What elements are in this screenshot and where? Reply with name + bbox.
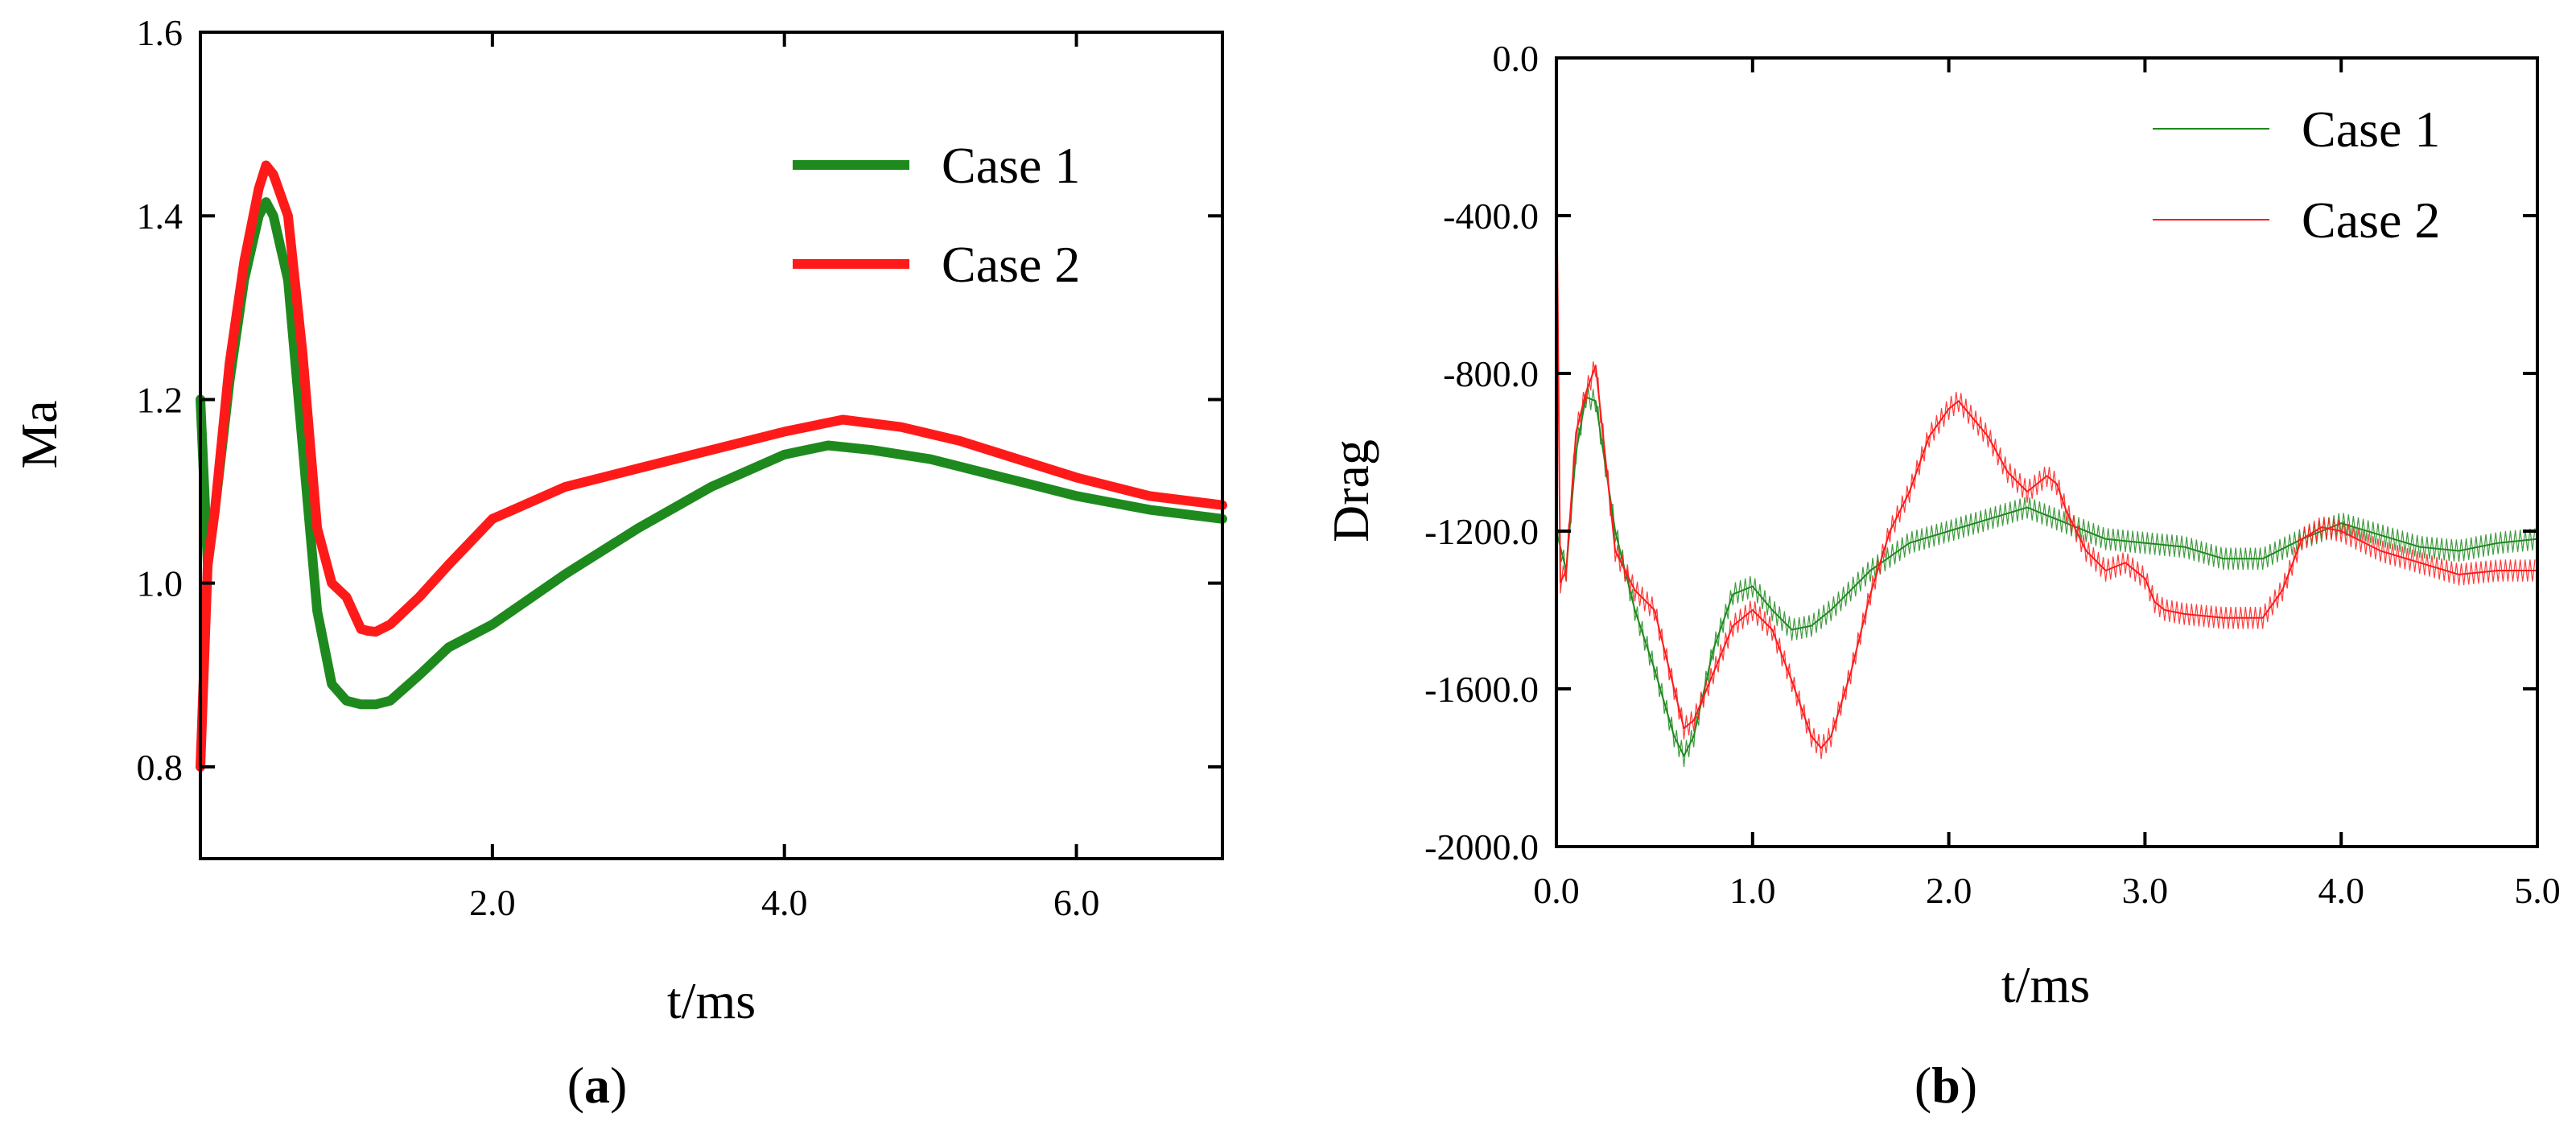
panel-b-x-axis-title: t/ms [2001, 956, 2090, 1013]
panel-a-y-tick-label: 1.0 [137, 563, 183, 604]
panel-b-y-tick-label: -800.0 [1443, 353, 1539, 394]
panel-b-label: (b) [1914, 1057, 1977, 1114]
panel-b-y-tick-label: -2000.0 [1424, 826, 1539, 868]
panel-b-series-band-case-2 [1556, 167, 2536, 760]
panel-b-label-letter: b [1931, 1057, 1960, 1114]
panel-a: 2.0 4.0 6.0 0.8 1.0 1.2 1.4 1.6 Case 1 Case 2 M… [10, 12, 1227, 1114]
panel-b-series-group [1556, 155, 2538, 768]
panel-b-ticks: 0.0 1.0 2.0 3.0 4.0 5.0 0.0 -400.0 -800.0 -1200.0… [1424, 38, 2561, 911]
panel-b-y-axis-title: Drag [1322, 439, 1379, 542]
panel-a-x-axis-title: t/ms [667, 972, 756, 1029]
panel-a-legend: Case 1 Case 2 [793, 137, 1080, 293]
panel-b-plot-frame [1555, 56, 2539, 848]
panel-b-y-tick-label: -1600.0 [1424, 669, 1539, 710]
panel-b-legend-label-case-1: Case 1 [2302, 101, 2440, 158]
panel-a-x-tick-label: 6.0 [1053, 882, 1100, 923]
panel-a-y-tick-label: 1.4 [137, 196, 183, 237]
panel-a-ticks: 2.0 4.0 6.0 0.8 1.0 1.2 1.4 1.6 [137, 12, 1222, 923]
panel-b-series-band-case-1 [1556, 386, 2536, 768]
panel-a-series-line-case-1 [196, 197, 1227, 710]
panel-a-label-letter: a [584, 1057, 610, 1114]
panel-b-x-tick-label: 4.0 [2318, 870, 2364, 911]
panel-a-label: (a) [567, 1057, 628, 1114]
panel-b-y-tick-label: -400.0 [1443, 196, 1539, 237]
panel-a-x-tick-label: 4.0 [761, 882, 808, 923]
panel-b-x-tick-label: 3.0 [2122, 870, 2169, 911]
panel-b-x-tick-label: 1.0 [1729, 870, 1776, 911]
panel-b-x-tick-label: 5.0 [2514, 870, 2561, 911]
panel-b: 0.0 1.0 2.0 3.0 4.0 5.0 0.0 -400.0 -800.0 -1200.0… [1322, 38, 2561, 1114]
panel-b-series-line-case-2 [1556, 155, 2538, 749]
panel-a-legend-label-case-2: Case 2 [942, 236, 1080, 293]
panel-a-y-tick-label: 1.6 [137, 12, 183, 53]
panel-a-y-tick-label: 0.8 [137, 747, 183, 788]
panel-b-legend: Case 1 Case 2 [2153, 101, 2440, 249]
panel-b-y-tick-label: -1200.0 [1424, 511, 1539, 552]
panel-b-y-tick-label: 0.0 [1493, 38, 1539, 79]
panel-a-y-tick-label: 1.2 [137, 379, 183, 420]
panel-a-plot-frame [199, 31, 1224, 860]
panel-b-legend-label-case-2: Case 2 [2302, 192, 2440, 249]
panel-a-series-group [196, 160, 1227, 772]
panel-a-legend-label-case-1: Case 1 [942, 137, 1080, 194]
panel-b-x-tick-label: 0.0 [1533, 870, 1580, 911]
panel-b-x-tick-label: 2.0 [1926, 870, 1972, 911]
panel-a-x-tick-label: 2.0 [469, 882, 516, 923]
panel-a-series-line-case-2 [196, 160, 1227, 772]
panel-a-y-axis-title: Ma [10, 400, 68, 468]
